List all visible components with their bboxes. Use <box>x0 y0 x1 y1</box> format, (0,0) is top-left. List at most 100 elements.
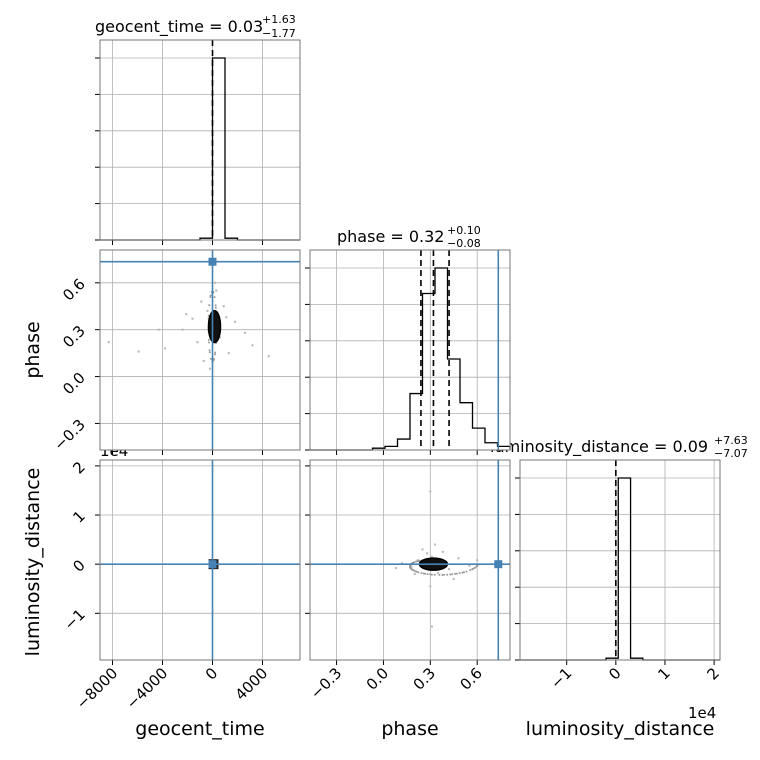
scatter-point-phase-luminosity_distance-10 <box>441 550 445 554</box>
scatter-density-geocent_time-phase-37 <box>214 351 217 354</box>
panel-frame-phase-luminosity_distance <box>309 459 511 661</box>
scatter-density-phase-luminosity_distance-37 <box>458 572 461 575</box>
scatter-point-phase-luminosity_distance-0 <box>430 555 434 559</box>
scatter-point-phase-luminosity_distance-18 <box>475 559 479 562</box>
scatter-point-phase-luminosity_distance-4 <box>447 567 451 571</box>
scatter-density-phase-luminosity_distance-19 <box>430 573 433 576</box>
tick-label-x-geocent_time-2: 0 <box>202 664 221 683</box>
tick-label-y-phase-0: −0.3 <box>50 416 88 454</box>
scatter-point-geocent_time-phase-20 <box>137 350 140 353</box>
panel-frame-geocent_time-luminosity_distance <box>99 459 301 661</box>
scatter-point-geocent_time-phase-8 <box>215 289 218 292</box>
scatter-density-geocent_time-phase-35 <box>208 351 211 354</box>
truth-marker-geocent_time-phase <box>208 257 217 266</box>
scatter-point-geocent_time-phase-0 <box>191 317 194 320</box>
scatter-point-phase-luminosity_distance-12 <box>468 564 471 567</box>
panel-bg-geocent_time-phase <box>100 250 300 450</box>
scatter-density-phase-luminosity_distance-67 <box>417 560 420 563</box>
scatter-density-phase-luminosity_distance-58 <box>454 572 457 575</box>
scatter-point-geocent_time-phase-3 <box>233 320 237 324</box>
xlabel-geocent_time: geocent_time <box>135 718 264 740</box>
scatter-density-phase-luminosity_distance-61 <box>422 572 425 575</box>
scatter-point-phase-luminosity_distance-8 <box>429 585 432 588</box>
scatter-density-geocent_time-phase-9 <box>207 338 210 341</box>
title-phase-plus: +0.10 <box>447 224 481 237</box>
scatter-density-phase-luminosity_distance-71 <box>461 571 464 574</box>
scatter-point-geocent_time-phase-21 <box>157 328 160 331</box>
panel-frame-phase-hist <box>309 249 511 451</box>
scatter-point-geocent_time-phase-12 <box>208 367 212 370</box>
tick-label-y-luminosity_distance-0: −1 <box>60 605 88 633</box>
tick-label-y-luminosity_distance-1: 0 <box>69 556 88 575</box>
panel-frame-luminosity_distance-hist <box>519 459 721 661</box>
scatter-point-geocent_time-phase-14 <box>200 300 203 303</box>
title-geocent_time: geocent_time = 0.03 <box>95 17 263 37</box>
scatter-density-phase-luminosity_distance-32 <box>438 573 441 576</box>
tick-label-x-luminosity_distance-0: −1 <box>547 664 575 692</box>
scatter-density-geocent_time-phase-43 <box>207 341 210 344</box>
truth-marker-geocent_time-luminosity_distance <box>208 560 217 569</box>
tick-label-x-geocent_time-0: −8000 <box>73 664 122 713</box>
scatter-point-geocent_time-phase-4 <box>243 331 247 335</box>
scatter-density-phase-luminosity_distance-46 <box>414 560 417 563</box>
ylabel-phase: phase <box>22 321 44 378</box>
tick-label-x-luminosity_distance-3: 2 <box>703 664 722 683</box>
scatter-density-phase-luminosity_distance-16 <box>463 571 466 574</box>
xlabel-phase: phase <box>381 718 438 740</box>
tick-label-x-geocent_time-3: 4000 <box>232 664 272 704</box>
scatter-point-geocent_time-phase-2 <box>196 340 199 344</box>
scatter-point-phase-luminosity_distance-14 <box>430 625 434 628</box>
title-luminosity_distance: luminosity_distance = 0.09 <box>490 437 708 457</box>
scatter-density-phase-luminosity_distance-64 <box>408 565 411 568</box>
scatter-density-geocent_time-phase-45 <box>213 357 216 360</box>
tick-label-x-phase-3: 0.6 <box>456 664 486 694</box>
contour-geocent_time-phase <box>207 309 222 344</box>
scatter-density-phase-luminosity_distance-29 <box>469 569 472 572</box>
scatter-density-phase-luminosity_distance-74 <box>429 573 432 576</box>
scatter-point-geocent_time-phase-5 <box>163 347 167 350</box>
scatter-density-geocent_time-phase-1 <box>208 349 211 352</box>
scatter-point-phase-luminosity_distance-16 <box>413 572 416 576</box>
scatter-density-phase-luminosity_distance-45 <box>446 573 449 576</box>
xlabel-luminosity_distance: luminosity_distance <box>526 718 715 740</box>
scatter-point-geocent_time-phase-18 <box>267 355 270 358</box>
title-luminosity_distance-plus: +7.63 <box>714 434 748 447</box>
scatter-density-geocent_time-phase-31 <box>213 296 216 299</box>
scatter-density-phase-luminosity_distance-63 <box>471 568 474 571</box>
tick-label-x-geocent_time-1: −4000 <box>123 664 172 713</box>
scatter-point-phase-luminosity_distance-1 <box>425 552 429 555</box>
scatter-density-phase-luminosity_distance-66 <box>441 573 444 576</box>
scatter-density-phase-luminosity_distance-42 <box>473 566 476 569</box>
tick-label-x-luminosity_distance-1: 0 <box>605 664 624 683</box>
scatter-density-phase-luminosity_distance-53 <box>433 573 436 576</box>
scatter-point-phase-luminosity_distance-9 <box>421 548 424 551</box>
scatter-point-geocent_time-phase-19 <box>107 340 110 344</box>
tick-label-x-luminosity_distance-2: 1 <box>654 664 673 683</box>
panel-bg-luminosity_distance-hist <box>520 460 720 660</box>
scatter-density-geocent_time-phase-33 <box>208 304 211 307</box>
scatter-point-geocent_time-phase-11 <box>251 344 254 347</box>
scatter-point-phase-luminosity_distance-6 <box>457 557 460 560</box>
scatter-point-geocent_time-phase-7 <box>202 359 205 363</box>
title-geocent_time-minus: −1.77 <box>262 27 296 40</box>
scatter-point-geocent_time-phase-15 <box>213 281 217 285</box>
scatter-point-phase-luminosity_distance-19 <box>394 566 398 570</box>
scatter-point-geocent_time-phase-1 <box>185 312 188 316</box>
scatter-point-phase-luminosity_distance-7 <box>433 543 437 546</box>
panel-bg-geocent_time-hist <box>100 40 300 240</box>
tick-label-x-phase-0: −0.3 <box>307 664 345 702</box>
panel-bg-phase-luminosity_distance <box>310 460 510 660</box>
truth-marker-phase-luminosity_distance <box>494 560 503 569</box>
panel-frame-geocent_time-hist <box>99 39 301 241</box>
scatter-density-geocent_time-phase-39 <box>214 304 217 307</box>
scatter-point-geocent_time-phase-17 <box>206 309 209 313</box>
title-geocent_time-plus: +1.63 <box>262 13 296 26</box>
scatter-density-phase-luminosity_distance-50 <box>465 570 468 573</box>
scatter-density-phase-luminosity_distance-3 <box>455 572 458 575</box>
title-phase: phase = 0.32 <box>337 227 444 246</box>
tick-label-y-luminosity_distance-3: 2 <box>69 458 88 477</box>
scatter-density-phase-luminosity_distance-59 <box>412 561 415 564</box>
scatter-density-phase-luminosity_distance-11 <box>443 573 446 576</box>
scatter-density-phase-luminosity_distance-24 <box>451 573 454 576</box>
